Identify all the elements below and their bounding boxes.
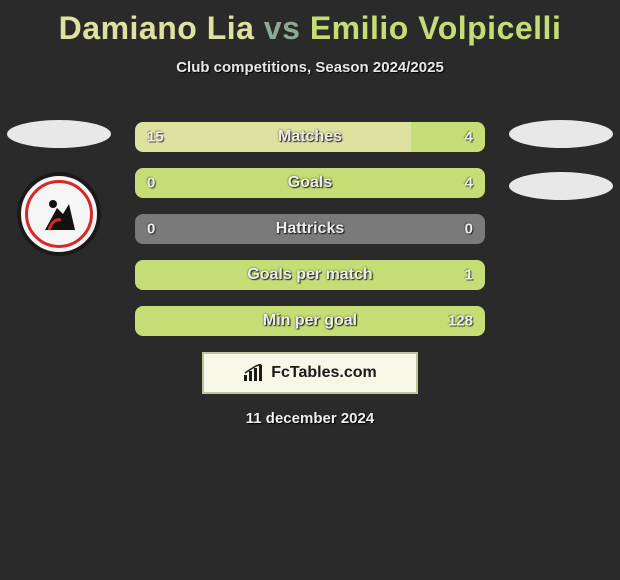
stat-row: 1 Goals per match [135, 260, 485, 290]
player1-photo-placeholder [7, 120, 111, 148]
vs-label: vs [264, 10, 301, 46]
player1-club-badge [17, 172, 101, 256]
stat-value-p1: 15 [147, 129, 164, 146]
player2-name: Emilio Volpicelli [310, 10, 562, 46]
bar-right-fill [411, 122, 485, 152]
stat-label: Hattricks [276, 220, 344, 238]
player1-name: Damiano Lia [59, 10, 255, 46]
stat-value-p2: 1 [465, 267, 473, 284]
player2-photo-placeholder [509, 120, 613, 148]
stat-row: 128 Min per goal [135, 306, 485, 336]
chart-icon [243, 364, 265, 382]
stat-value-p2: 4 [465, 129, 473, 146]
stat-label: Matches [278, 128, 342, 146]
stat-label: Min per goal [263, 312, 357, 330]
stat-value-p2: 0 [465, 221, 473, 238]
comparison-bars: 15 4 Matches 0 4 Goals 0 0 Hattricks 1 Goals per m… [135, 122, 485, 336]
stat-value-p2: 128 [448, 313, 473, 330]
stat-row: 0 4 Goals [135, 168, 485, 198]
player2-club-placeholder [509, 172, 613, 200]
stat-value-p1: 0 [147, 175, 155, 192]
brand-badge: FcTables.com [202, 352, 418, 394]
stat-label: Goals [288, 174, 332, 192]
stat-value-p2: 4 [465, 175, 473, 192]
bar-left-fill [135, 122, 411, 152]
club-crest-icon [35, 190, 83, 238]
brand-text: FcTables.com [271, 364, 377, 382]
page-title: Damiano Lia vs Emilio Volpicelli [0, 0, 620, 47]
player2-badge-column [506, 120, 616, 200]
stat-label: Goals per match [247, 266, 372, 284]
stat-row: 15 4 Matches [135, 122, 485, 152]
date-label: 11 december 2024 [0, 410, 620, 427]
stat-row: 0 0 Hattricks [135, 214, 485, 244]
stat-value-p1: 0 [147, 221, 155, 238]
subtitle: Club competitions, Season 2024/2025 [0, 59, 620, 76]
player1-badge-column [4, 120, 114, 256]
